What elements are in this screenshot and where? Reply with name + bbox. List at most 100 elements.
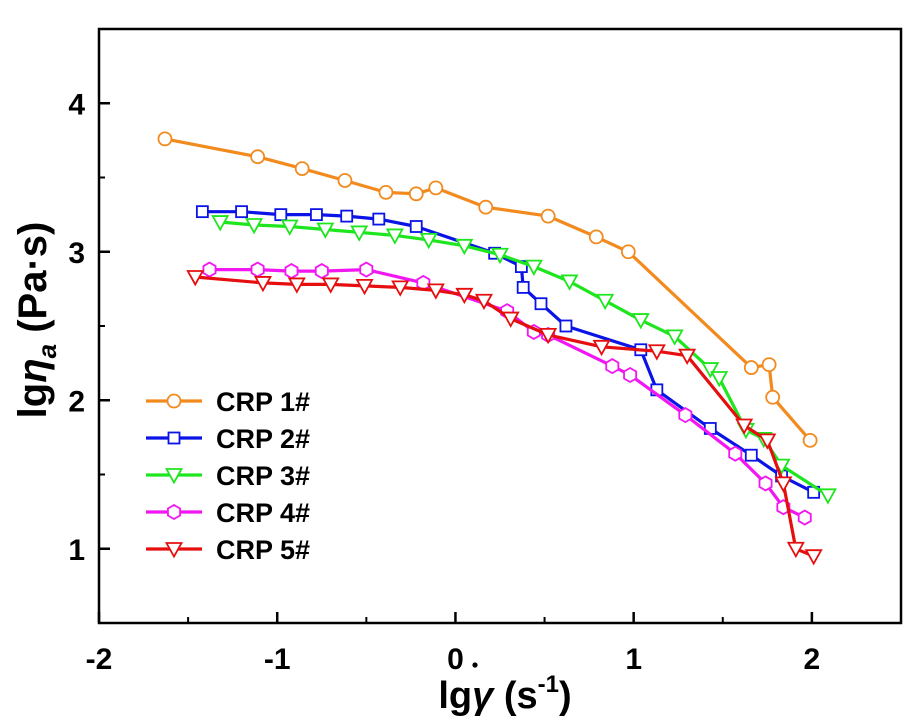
legend-marker xyxy=(167,431,181,445)
data-point-crp-3 xyxy=(710,371,729,388)
data-point-crp-3 xyxy=(245,218,264,235)
data-point-crp-3 xyxy=(419,232,438,250)
data-point-crp-3 xyxy=(560,274,579,291)
y-tick-label: 2 xyxy=(68,385,85,418)
data-point-crp-3 xyxy=(818,488,837,505)
data-point-crp-5 xyxy=(355,279,374,296)
data-point-crp-5 xyxy=(391,280,410,297)
y-tick-label: 3 xyxy=(68,237,85,270)
x-tick-label: -2 xyxy=(86,643,113,676)
legend: CRP 1# CRP 2# CRP 3# CRP 4# CRP 5# xyxy=(146,387,310,565)
series-crp-5 xyxy=(186,270,823,566)
data-point-crp-2 xyxy=(340,209,354,223)
data-point-crp-5 xyxy=(186,270,205,287)
data-point-crp-4 xyxy=(797,509,812,526)
data-point-crp-3 xyxy=(631,313,650,330)
data-point-crp-4 xyxy=(758,475,773,492)
data-point-crp-2 xyxy=(534,297,548,311)
x-tick-label: -1 xyxy=(264,643,291,676)
axis-layer: -2 -1 0 1 2 1 2 3 4 xyxy=(68,88,820,676)
data-point-crp-2 xyxy=(274,208,288,222)
axis-titles: lgγ (s-1) lgηa (Pa·s) xyxy=(11,222,572,717)
x-tick-label: 0 xyxy=(447,643,464,676)
legend-marker xyxy=(164,542,184,559)
data-point-crp-4 xyxy=(314,263,329,280)
data-point-crp-3 xyxy=(596,293,615,311)
data-point-crp-2 xyxy=(235,205,248,219)
legend-label: CRP 5# xyxy=(216,535,310,565)
legend-entry-crp-1: CRP 1# xyxy=(146,387,310,417)
data-point-crp-1 xyxy=(408,186,424,202)
y-tick-label: 4 xyxy=(68,88,85,121)
data-point-crp-3 xyxy=(665,329,684,346)
data-point-crp-3 xyxy=(385,228,404,245)
data-point-crp-1 xyxy=(620,244,636,260)
data-point-crp-5 xyxy=(592,339,611,357)
data-point-crp-2 xyxy=(310,208,323,222)
data-point-crp-1 xyxy=(478,199,494,215)
data-point-crp-1 xyxy=(743,360,759,375)
legend-label: CRP 3# xyxy=(216,461,310,491)
legend-entry-crp-2: CRP 2# xyxy=(146,424,310,454)
data-point-crp-5 xyxy=(804,549,823,566)
data-point-crp-3 xyxy=(316,222,335,239)
legend-label: CRP 4# xyxy=(216,498,310,528)
data-point-crp-4 xyxy=(623,366,638,384)
data-point-crp-4 xyxy=(250,261,265,278)
y-tick-label: 1 xyxy=(68,534,85,567)
data-point-crp-2 xyxy=(372,212,386,226)
data-point-crp-2 xyxy=(195,205,209,219)
legend-marker xyxy=(166,393,182,409)
data-point-crp-1 xyxy=(761,357,777,373)
data-point-crp-4 xyxy=(284,263,299,280)
data-point-crp-2 xyxy=(744,448,758,462)
data-point-crp-1 xyxy=(540,208,556,224)
data-point-crp-3 xyxy=(455,238,474,256)
data-point-crp-5 xyxy=(758,433,777,450)
data-point-crp-1 xyxy=(802,432,818,448)
data-point-crp-3 xyxy=(524,259,543,276)
data-point-crp-5 xyxy=(474,293,493,311)
x-axis-title: lgγ (s-1) xyxy=(438,671,571,717)
series-crp-1 xyxy=(157,131,818,448)
x-tick-label: 2 xyxy=(804,643,821,676)
data-point-crp-5 xyxy=(426,283,445,300)
data-point-crp-5 xyxy=(774,476,793,493)
data-point-crp-4 xyxy=(728,445,743,462)
data-point-crp-5 xyxy=(321,277,340,294)
data-point-crp-1 xyxy=(337,173,353,188)
data-point-crp-1 xyxy=(250,149,266,165)
data-point-crp-4 xyxy=(605,358,620,375)
data-point-crp-3 xyxy=(490,247,510,265)
data-point-crp-3 xyxy=(350,225,369,242)
data-point-crp-5 xyxy=(678,348,697,366)
data-point-crp-5 xyxy=(539,328,558,345)
data-point-crp-2 xyxy=(516,280,530,294)
legend-label: CRP 1# xyxy=(216,387,310,417)
series-layer xyxy=(157,131,837,566)
data-point-crp-4 xyxy=(202,261,217,278)
data-point-crp-5 xyxy=(786,541,805,559)
data-point-crp-5 xyxy=(501,311,520,328)
data-point-crp-3 xyxy=(280,219,299,236)
data-point-crp-5 xyxy=(455,287,474,305)
legend-label: CRP 2# xyxy=(216,424,310,454)
data-point-crp-1 xyxy=(428,180,444,196)
data-point-crp-5 xyxy=(647,344,666,361)
data-point-crp-2 xyxy=(409,220,423,233)
series-crp-2 xyxy=(195,205,821,499)
legend-entry-crp-5: CRP 5# xyxy=(146,535,310,565)
legend-entry-crp-4: CRP 4# xyxy=(146,498,310,528)
data-point-crp-1 xyxy=(765,389,781,405)
y-axis-title: lgηa (Pa·s) xyxy=(11,222,62,419)
data-point-crp-4 xyxy=(678,407,693,424)
gamma-dot-accent xyxy=(472,662,478,668)
data-point-crp-5 xyxy=(253,276,272,293)
legend-entry-crp-3: CRP 3# xyxy=(146,461,310,491)
data-point-crp-1 xyxy=(378,184,394,200)
data-point-crp-3 xyxy=(211,215,230,232)
data-point-crp-5 xyxy=(287,277,306,294)
x-tick-label: 1 xyxy=(625,643,642,676)
